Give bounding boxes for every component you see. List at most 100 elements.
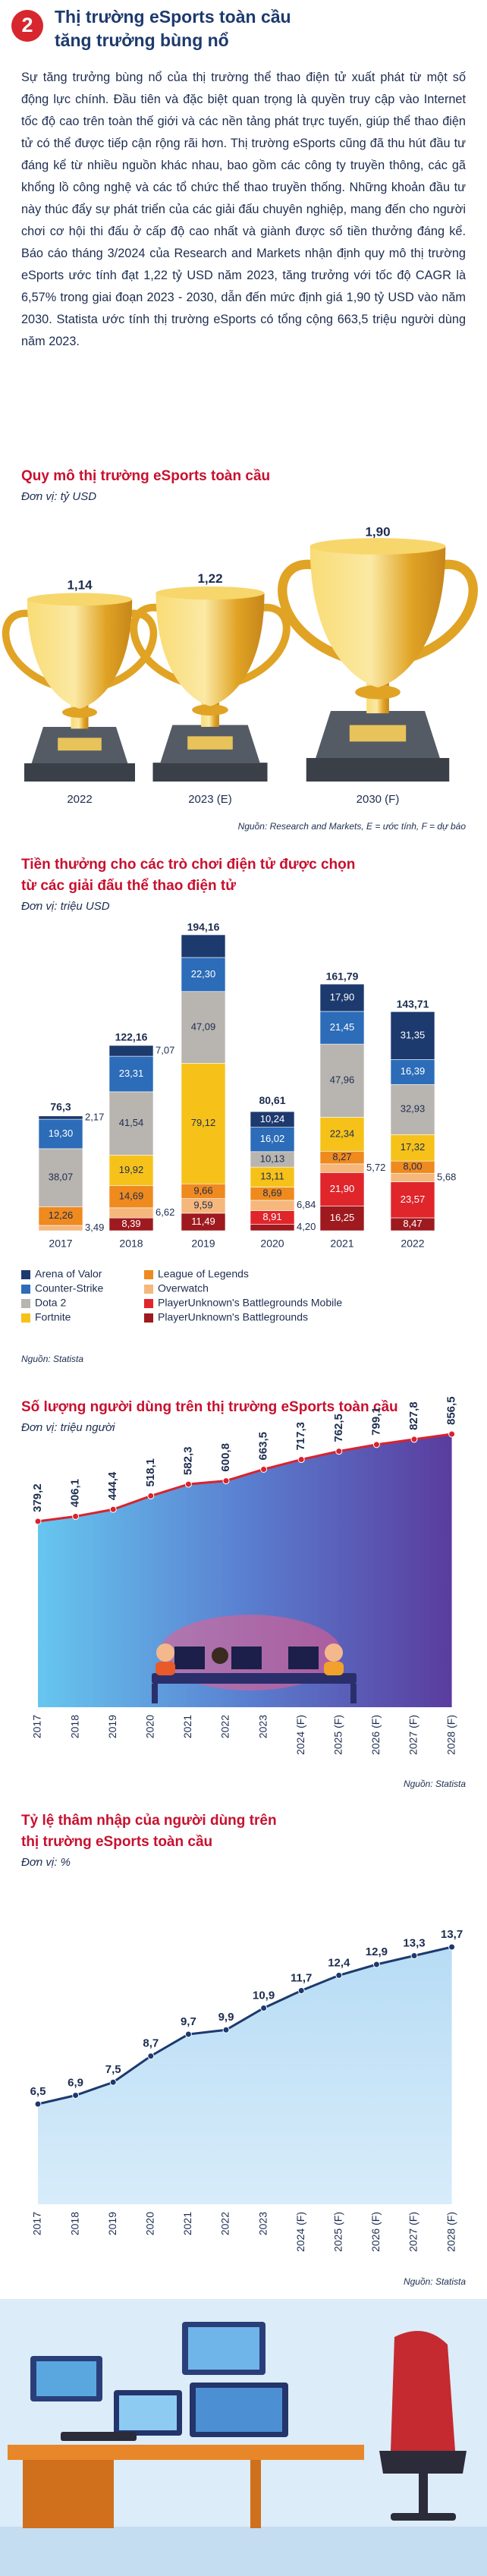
point [72, 1513, 80, 1521]
value-label: 12,9 [366, 1945, 388, 1958]
bar-segment [250, 1166, 295, 1187]
x-tick-label: 2028 (F) [445, 2212, 457, 2252]
trophy-plaque [187, 736, 233, 750]
value-label: 8,27 [332, 1151, 351, 1162]
illustration [174, 1647, 205, 1669]
trophy-cup [309, 546, 446, 687]
value-label: 1,90 [365, 524, 390, 539]
value-label: 600,8 [219, 1443, 232, 1472]
legend-swatch [21, 1299, 30, 1308]
value-label: 6,5 [30, 2085, 46, 2098]
value-label: 8,91 [262, 1211, 281, 1222]
value-label: 32,93 [401, 1103, 426, 1115]
point [72, 2092, 80, 2099]
trophy-base [24, 763, 135, 782]
legend-swatch [144, 1270, 153, 1279]
value-label: 5,68 [437, 1171, 456, 1182]
x-tick-label: 2030 (F) [357, 793, 400, 806]
legend-label: PlayerUnknown's Battlegrounds Mobile [158, 1297, 342, 1309]
value-label: 12,4 [328, 1956, 350, 1969]
section-number: 2 [21, 14, 33, 36]
value-label: 10,13 [260, 1153, 285, 1164]
illustration [379, 2451, 467, 2474]
value-label: 13,11 [260, 1171, 284, 1182]
point [448, 1943, 456, 1951]
illustration [324, 1662, 344, 1675]
x-tick-label: 2028 (F) [445, 1715, 457, 1755]
point [109, 1505, 117, 1513]
illustration [188, 2327, 259, 2370]
trophy-plaque [349, 725, 407, 742]
illustration [288, 1647, 319, 1669]
value-label: 406,1 [69, 1479, 82, 1508]
chart-unit: Đơn vị: triệu người [21, 1421, 115, 1434]
page-title: Thị trường eSports toàn cầu [55, 7, 291, 27]
illustration [250, 2460, 261, 2528]
trophy [2, 593, 158, 782]
total-label: 161,79 [326, 970, 359, 983]
point [297, 1987, 305, 1994]
value-label: 379,2 [31, 1483, 44, 1512]
value-label: 856,5 [445, 1396, 458, 1425]
chart-unit: Đơn vị: % [21, 1856, 71, 1869]
value-label: 7,5 [105, 2063, 121, 2076]
x-tick-label: 2017 [31, 2212, 43, 2235]
x-tick-label: 2021 [330, 1238, 353, 1250]
trophy-knot [61, 706, 98, 718]
value-label: 16,39 [401, 1065, 426, 1077]
legend-swatch [21, 1270, 30, 1279]
point [448, 1430, 456, 1438]
x-tick-label: 2019 [106, 1715, 118, 1738]
line [37, 1945, 452, 2106]
trophy-plaque [58, 738, 102, 751]
chart-unit: Đơn vị: triệu USD [21, 900, 110, 913]
value-label: 11,49 [191, 1216, 215, 1227]
x-tick-label: 2022 [219, 1715, 231, 1738]
trophy-base [306, 758, 450, 782]
bar-segment [319, 1206, 365, 1231]
value-label: 9,66 [193, 1184, 212, 1196]
chart-title: Số lượng người dùng trên thị trường eSpo… [21, 1399, 398, 1415]
trophy-knot [192, 704, 228, 716]
trophy-handle [278, 559, 353, 664]
value-label: 9,7 [181, 2015, 196, 2028]
illustration [325, 1643, 343, 1662]
chart-title: thị trường eSports toàn cầu [21, 1834, 212, 1850]
bar-segment [250, 1127, 295, 1153]
trophy-handle [130, 603, 190, 687]
value-label: 38,07 [49, 1172, 74, 1183]
illustration [152, 1684, 158, 1703]
bar-segment [181, 991, 226, 1064]
x-tick-label: 2027 (F) [407, 2212, 419, 2252]
illustration [61, 2432, 137, 2441]
x-tick-label: 2026 (F) [369, 1715, 382, 1755]
legend-swatch [21, 1313, 30, 1323]
x-tick-label: 2022 [401, 1238, 424, 1250]
legend-swatch [21, 1285, 30, 1294]
legend-label: Dota 2 [35, 1297, 66, 1309]
trophy-handle [403, 559, 478, 664]
value-label: 6,84 [297, 1199, 316, 1210]
value-label: 22,30 [191, 968, 216, 980]
legend-label: Counter-Strike [35, 1282, 103, 1294]
x-tick-label: 2018 [68, 1715, 80, 1738]
value-label: 41,54 [119, 1117, 144, 1128]
point [147, 1492, 155, 1500]
bar-segment [390, 1172, 435, 1182]
bar-segment [108, 1207, 154, 1219]
value-label: 6,9 [68, 2076, 83, 2089]
point [34, 1518, 42, 1525]
bar-segment [390, 1059, 435, 1085]
value-label: 4,20 [297, 1221, 316, 1232]
legend-swatch [144, 1313, 153, 1323]
page-title: tăng trưởng bùng nổ [55, 30, 229, 50]
illustration [391, 2513, 456, 2521]
value-label: 31,35 [401, 1029, 426, 1040]
bar-segment [319, 1043, 365, 1118]
value-label: 8,47 [403, 1218, 422, 1229]
value-label: 23,57 [401, 1194, 426, 1205]
value-label: 8,7 [143, 2037, 159, 2050]
total-label: 143,71 [397, 998, 429, 1010]
value-label: 47,09 [191, 1021, 216, 1032]
illustration [419, 2474, 428, 2515]
